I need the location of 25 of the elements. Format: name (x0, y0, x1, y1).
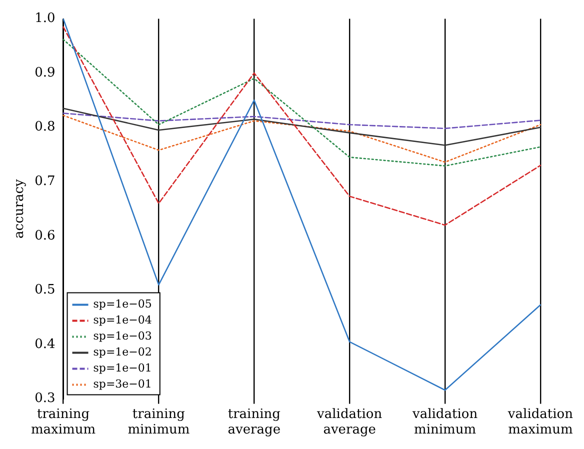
line-series (62, 112, 542, 130)
line-series (62, 26, 542, 226)
legend-label: sp=1e−03 (93, 330, 152, 343)
x-tick-label: validation maximum (506, 406, 574, 438)
y-tick-label: 0.4 (34, 336, 56, 352)
line-series (62, 38, 542, 167)
legend-label: sp=1e−05 (93, 298, 152, 311)
y-axis-title: accuracy (12, 178, 28, 238)
y-tick-label: 0.3 (34, 391, 56, 406)
x-tick-label: training average (228, 406, 281, 438)
legend-label: sp=3e−01 (93, 378, 152, 391)
y-tick-label: 0.7 (34, 174, 56, 190)
x-tick-label: training maximum (30, 406, 96, 438)
x-tick-label: training minimum (128, 406, 190, 438)
x-tick-label: validation minimum (411, 406, 478, 438)
x-tick-label: validation average (316, 406, 383, 438)
line-series (62, 114, 542, 163)
y-tick-label: 1.0 (34, 11, 56, 26)
legend-label: sp=1e−01 (93, 362, 152, 375)
y-tick-label: 0.9 (34, 65, 56, 80)
y-tick-label: 0.6 (34, 228, 56, 244)
y-tick-label: 0.8 (34, 120, 56, 135)
legend-label: sp=1e−02 (93, 346, 152, 359)
y-tick-label: 0.5 (34, 282, 56, 298)
legend-label: sp=1e−04 (93, 314, 152, 327)
